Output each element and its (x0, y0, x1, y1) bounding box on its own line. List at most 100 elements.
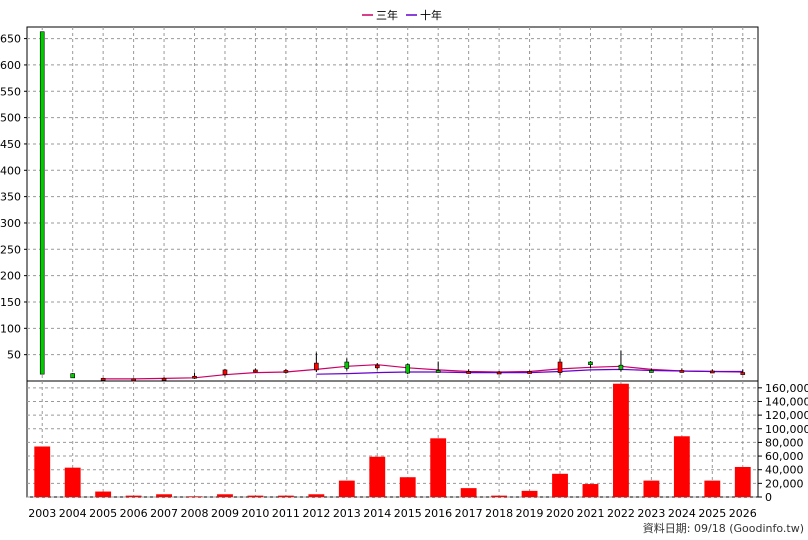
legend: 三年 十年 (362, 8, 442, 22)
volume-bar-2007 (156, 494, 172, 497)
price-panel: 50 100 150 200 250 300 350 400 450 500 550 600 650 (0, 26, 759, 382)
x-tick-label: 2014 (363, 507, 391, 520)
x-tick-label: 2015 (394, 507, 422, 520)
volume-bar-2018 (491, 495, 508, 497)
candle-body (649, 370, 654, 373)
volume-panel: 020,00040,00060,00080,000100,000120,0001… (26, 380, 808, 504)
volume-bar-2006 (125, 495, 142, 497)
volume-bar-2019 (521, 490, 538, 497)
candle-body (496, 371, 502, 375)
volume-bar-2025 (704, 480, 721, 497)
x-tick-label: 2026 (729, 507, 757, 520)
candle-body (344, 361, 350, 369)
price-tick-label: 300 (0, 217, 21, 230)
candle-2007 (161, 377, 167, 381)
volume-bar-2008 (186, 496, 203, 497)
candle-2016 (435, 361, 441, 373)
x-tick-label: 2022 (607, 507, 635, 520)
volume-bar-2012 (308, 494, 325, 497)
candlesticks (39, 31, 746, 382)
candle-body (405, 364, 411, 374)
price-tick-label: 250 (0, 243, 21, 256)
candle-2023 (649, 368, 654, 373)
x-tick-label: 2016 (424, 507, 452, 520)
volume-bar-2026 (734, 466, 751, 497)
volume-bar-2024 (673, 436, 690, 497)
volume-bar-2013 (338, 480, 355, 497)
candle-2024 (679, 368, 685, 373)
candle-body (70, 373, 75, 379)
x-tick-label: 2007 (150, 507, 178, 520)
candle-2014 (374, 363, 380, 370)
price-tick-label: 100 (0, 322, 21, 335)
candle-2018 (496, 370, 502, 375)
candle-body (435, 370, 441, 373)
volume-tick-label: 20,000 (765, 477, 804, 490)
x-axis: 2003 2004 2005 2006 2007 2008 2009 2010 2011 2012… (28, 507, 757, 520)
candle-body (39, 31, 45, 375)
volume-plot-area (26, 380, 759, 498)
volume-bar-2020 (552, 473, 568, 497)
candle-2025 (710, 369, 715, 374)
volume-bar-2022 (613, 383, 629, 497)
volume-bar-2023 (643, 480, 660, 497)
legend-label-3yr: 三年 (376, 8, 398, 22)
candle-body (679, 370, 685, 373)
price-tick-label: 550 (0, 85, 21, 98)
volume-tick-label: 120,000 (765, 409, 808, 422)
volume-bar-2010 (247, 495, 264, 497)
candle-2022 (618, 350, 624, 372)
volume-bar-2009 (217, 494, 233, 497)
x-tick-label: 2018 (485, 507, 513, 520)
x-tick-label: 2009 (211, 507, 239, 520)
x-tick-label: 2006 (120, 507, 148, 520)
volume-bars (34, 383, 751, 497)
volume-bar-2017 (460, 488, 477, 497)
candle-2021 (588, 360, 593, 369)
footer-source: 資料日期: 09/18 (Goodinfo.tw) (643, 521, 804, 535)
volume-bar-2011 (277, 495, 294, 497)
candle-body (710, 370, 715, 374)
x-tick-label: 2013 (333, 507, 361, 520)
volume-tick-label: 160,000 (765, 382, 808, 395)
candle-2004 (70, 373, 75, 379)
ma-line-3yr (103, 364, 743, 380)
price-tick-label: 600 (0, 59, 21, 72)
candle-body (588, 361, 593, 365)
volume-tick-label: 140,000 (765, 395, 808, 408)
candle-2013 (344, 358, 350, 371)
x-tick-label: 2020 (546, 507, 574, 520)
price-tick-label: 350 (0, 191, 21, 204)
candle-2015 (405, 363, 411, 375)
candle-body (374, 364, 380, 369)
candle-2011 (283, 368, 289, 374)
candle-body (740, 372, 746, 375)
x-tick-label: 2025 (698, 507, 726, 520)
x-tick-label: 2003 (28, 507, 56, 520)
volume-bar-2015 (399, 477, 416, 497)
candle-body (618, 364, 624, 370)
x-tick-label: 2019 (516, 507, 544, 520)
volume-bar-2014 (369, 456, 386, 497)
x-tick-label: 2010 (241, 507, 269, 520)
legend-label-10yr: 十年 (420, 8, 442, 22)
price-tick-label: 400 (0, 164, 21, 177)
price-tick-label: 500 (0, 112, 21, 125)
candle-2026 (740, 369, 746, 375)
candle-body (466, 371, 471, 374)
candle-2005 (100, 377, 106, 381)
candle-body (527, 371, 532, 374)
x-tick-label: 2012 (302, 507, 330, 520)
candle-body (314, 362, 319, 371)
price-tick-label: 50 (7, 349, 21, 362)
x-tick-label: 2017 (455, 507, 483, 520)
x-tick-label: 2008 (181, 507, 209, 520)
volume-y-axis: 020,00040,00060,00080,000100,000120,0001… (758, 382, 808, 504)
volume-tick-label: 100,000 (765, 423, 808, 436)
price-y-axis: 50 100 150 200 250 300 350 400 450 500 550 600 650 (0, 33, 27, 362)
candle-2012 (314, 352, 319, 373)
candle-body (557, 361, 563, 373)
x-tick-label: 2011 (272, 507, 300, 520)
candle-2020 (557, 358, 563, 376)
